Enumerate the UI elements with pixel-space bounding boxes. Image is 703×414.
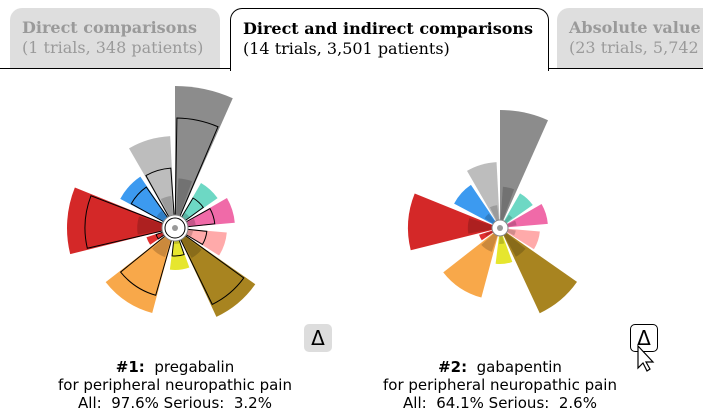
petal — [175, 198, 235, 228]
petal — [175, 228, 227, 256]
petal — [495, 228, 513, 264]
serious-value: 2.6% — [558, 394, 597, 412]
all-label: All: — [403, 394, 427, 412]
all-label: All: — [78, 394, 102, 412]
petal-outline — [155, 227, 176, 240]
all-value: 97.6% — [111, 394, 159, 412]
all-value: 64.1% — [436, 394, 484, 412]
petal — [500, 228, 540, 250]
tab-subtitle: (23 trials, 5,742 — [569, 38, 699, 57]
petal — [105, 228, 175, 314]
center-dot — [497, 225, 503, 231]
petal — [467, 162, 500, 228]
petal-outline — [84, 195, 177, 249]
petal — [500, 110, 548, 228]
petal — [500, 228, 578, 314]
petal-outline — [174, 207, 216, 229]
petal-inner — [137, 216, 175, 235]
petal-outline — [130, 186, 176, 229]
drug-name: pregabalin — [154, 358, 235, 376]
tab-title: Direct and indirect comparisons — [243, 19, 534, 38]
petal — [408, 193, 500, 251]
petal-outline — [145, 167, 176, 229]
center-dot — [172, 225, 178, 231]
petal-outline — [171, 227, 185, 257]
tab[interactable]: Direct and indirect comparisons (14 tria… — [230, 8, 549, 71]
petal-outline — [174, 227, 208, 246]
petal — [175, 182, 218, 228]
drug-name: gabapentin — [476, 358, 562, 376]
delta-button[interactable]: Δ — [630, 324, 658, 352]
petal-outline — [174, 197, 205, 229]
tab-baseline — [0, 68, 230, 69]
rank: #1: — [115, 358, 145, 376]
petal — [129, 136, 175, 228]
serious-value: 3.2% — [233, 394, 272, 412]
serious-label: Serious: — [488, 394, 550, 412]
tab-subtitle: (14 trials, 3,501 patients) — [243, 39, 450, 58]
petal-inner — [500, 186, 515, 228]
tab[interactable]: Direct comparisons (1 trials, 348 patien… — [10, 8, 220, 68]
petal — [443, 228, 500, 298]
petal — [67, 187, 175, 255]
drug-card: #1: pregabalin for peripheral neuropathi… — [25, 358, 325, 412]
petal — [175, 86, 233, 228]
tab-subtitle: (1 trials, 348 patients) — [22, 38, 204, 57]
petal-inner — [500, 228, 526, 257]
drug-card: #2: gabapentin for peripheral neuropathi… — [350, 358, 650, 412]
tab-title: Absolute value — [569, 18, 701, 37]
petal — [454, 184, 500, 228]
condition: for peripheral neuropathic pain — [58, 376, 292, 394]
petal — [175, 228, 256, 317]
condition: for peripheral neuropathic pain — [383, 376, 617, 394]
tab[interactable]: Absolute value (23 trials, 5,742 — [557, 8, 703, 68]
serious-label: Serious: — [163, 394, 225, 412]
petal-outline — [174, 227, 245, 306]
petal — [500, 193, 533, 228]
petal-inner — [467, 218, 500, 234]
petal — [500, 204, 548, 228]
tab-baseline — [548, 68, 703, 69]
petal-outline — [174, 117, 219, 229]
petal-outline — [119, 226, 176, 296]
delta-button[interactable]: Δ — [304, 324, 332, 352]
rank: #2: — [438, 358, 468, 376]
petal — [120, 176, 175, 228]
tab-title: Direct comparisons — [22, 18, 197, 37]
